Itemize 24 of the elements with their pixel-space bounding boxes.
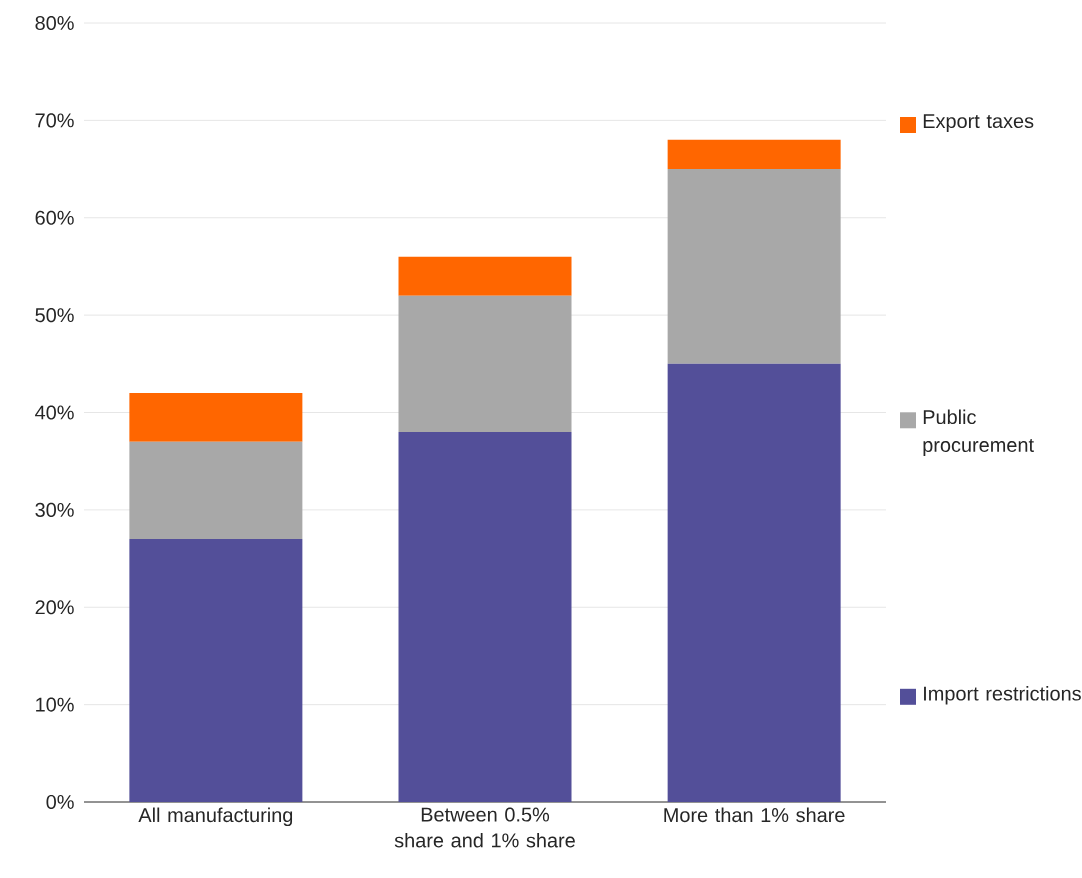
bar [398,295,572,432]
bar [398,256,572,296]
x-tick-label: Between 0.5% share and 1% share [394,807,575,848]
y-tick-label: 80% [35,15,74,31]
bar [129,441,303,540]
y-tick-label: 40% [35,405,74,420]
bar [129,393,303,442]
legend-label: Public procurement [923,409,1034,456]
bar [667,139,841,170]
y-tick-label: 0% [46,794,74,810]
bar [398,431,572,802]
y-tick-label: 10% [36,697,74,712]
bar [129,539,303,802]
x-tick-label: All manufacturing [138,807,293,827]
y-tick-label: 60% [35,210,74,225]
y-tick-label: 70% [35,113,74,128]
bar [667,363,841,802]
y-tick-label: 30% [35,502,74,517]
x-tick-label: More than 1% share [664,807,845,823]
legend-label: Export taxes [923,114,1034,133]
legend-label: Import restrictions [924,686,1081,705]
y-tick-label: 50% [35,308,74,323]
y-tick-label: 20% [35,600,74,615]
bar [667,169,841,364]
